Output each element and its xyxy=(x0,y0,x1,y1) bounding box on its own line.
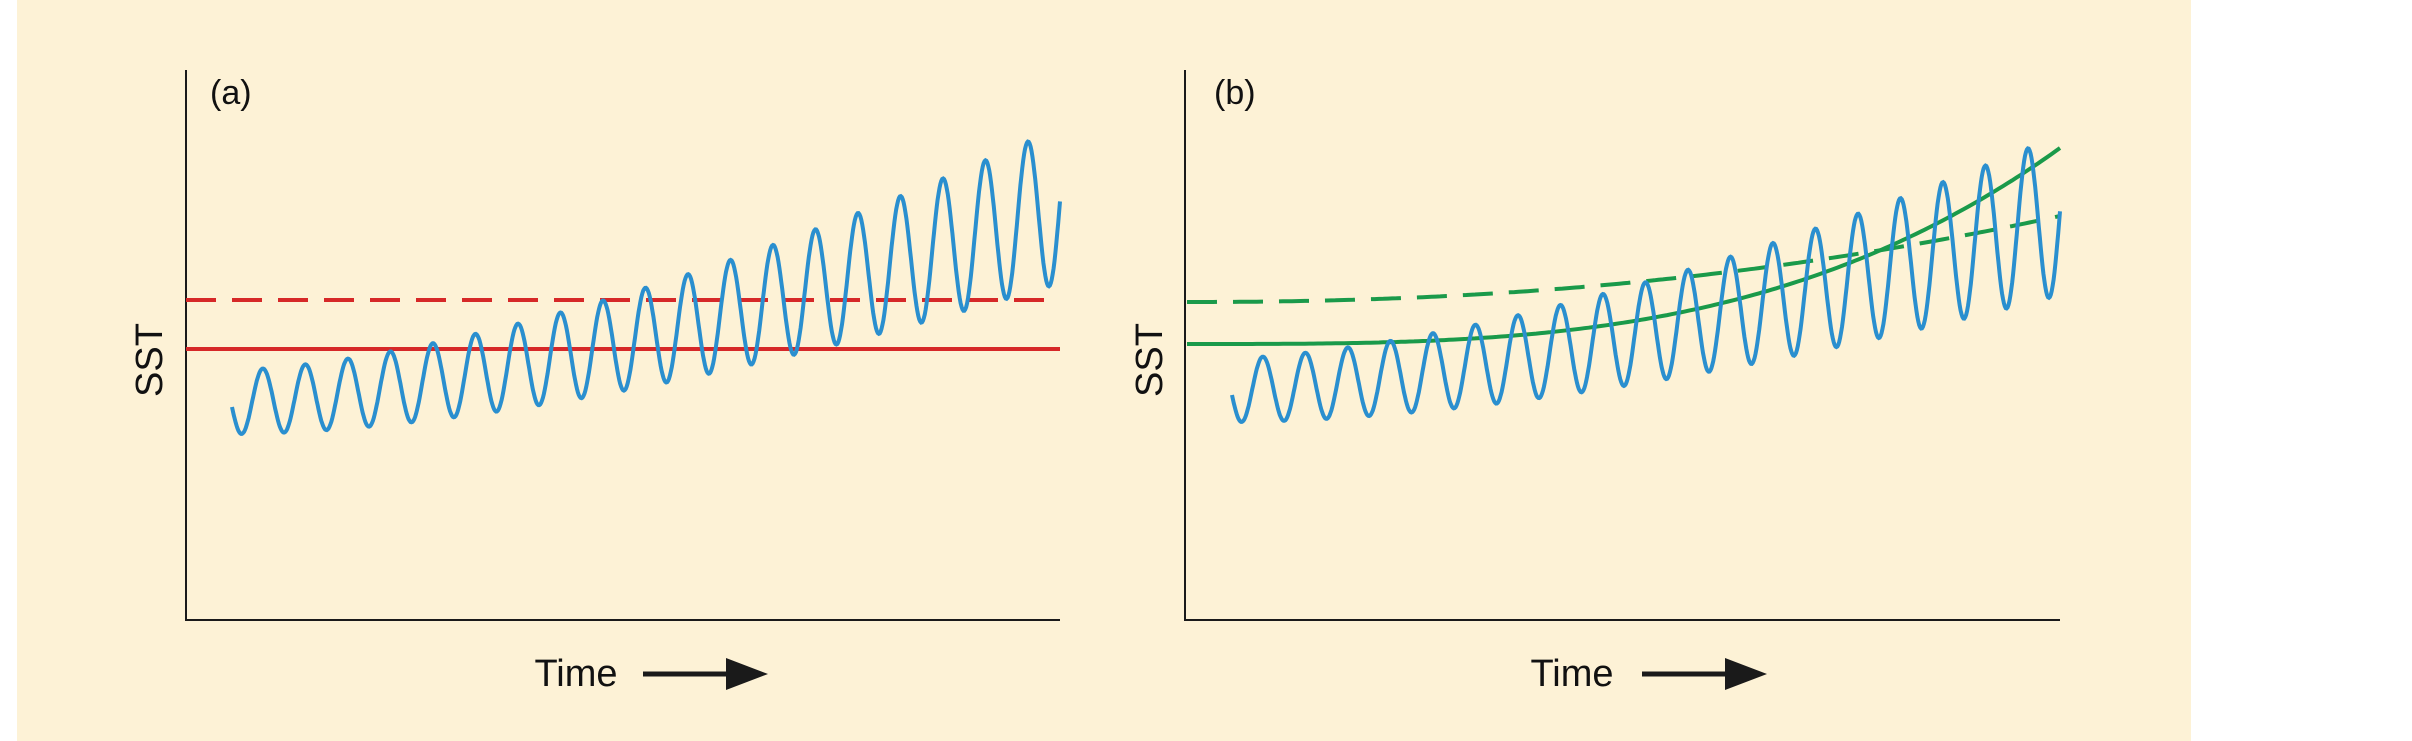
panel-b-solid-trend-curve xyxy=(1187,146,2062,346)
panel-b-axes xyxy=(1184,70,2060,621)
panel-b-sst-oscillation xyxy=(1230,146,2062,424)
panel-a: (a) SST Time xyxy=(129,70,1062,695)
panel-a-sst-oscillation xyxy=(230,139,1062,436)
figure-background xyxy=(17,0,2191,741)
panel-b-time-arrow-icon xyxy=(1642,658,1767,690)
panel-a-y-axis-label: SST xyxy=(129,323,171,397)
panel-a-x-axis-label: Time xyxy=(534,653,617,695)
panel-b-tag: (b) xyxy=(1214,74,1256,112)
panel-a-axes xyxy=(185,70,1060,621)
panel-a-tag: (a) xyxy=(210,74,252,112)
panel-b-x-axis-label: Time xyxy=(1530,653,1613,695)
panel-b-y-axis-label: SST xyxy=(1129,323,1171,397)
panel-b: (b) SST Time xyxy=(1129,70,2062,695)
panel-a-time-arrow-icon xyxy=(643,658,768,690)
panel-b-dashed-trend-curve xyxy=(1187,214,2061,304)
